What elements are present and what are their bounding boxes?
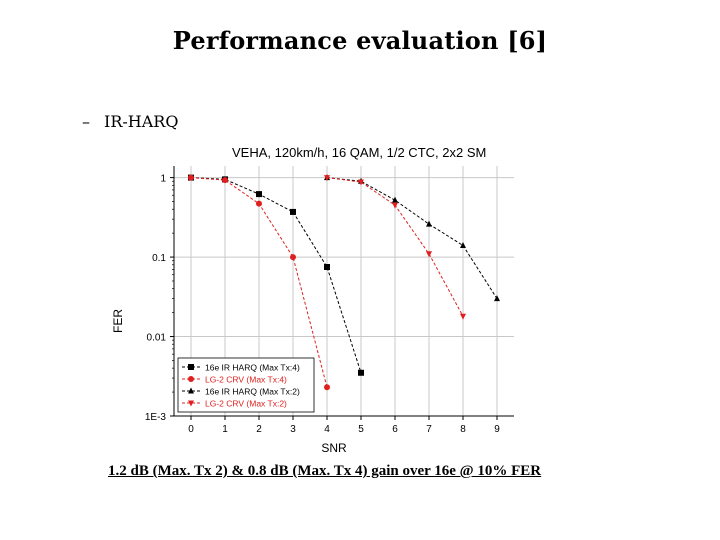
data-point-series-4 — [460, 313, 466, 320]
data-point-series-3 — [426, 220, 432, 227]
series-line-3 — [326, 177, 498, 299]
data-point-series-2 — [222, 177, 228, 184]
y-tick-label: 1 — [160, 174, 166, 185]
bullet-item: – IR-HARQ — [82, 112, 178, 131]
series-line-1 — [190, 177, 362, 373]
x-tick-label: 3 — [290, 424, 296, 435]
y-tick-label: 0.01 — [147, 333, 167, 344]
x-tick-label: 6 — [392, 424, 398, 435]
x-axis-label: SNR — [321, 441, 347, 455]
data-point-series-2 — [188, 174, 194, 181]
legend-marker — [188, 364, 194, 370]
bullet-marker: – — [82, 112, 90, 131]
data-point-series-1 — [290, 208, 296, 215]
chart: VEHA, 120km/h, 16 QAM, 1/2 CTC, 2x2 SM 0… — [100, 140, 520, 465]
data-point-series-2 — [324, 384, 330, 391]
x-tick-label: 9 — [494, 424, 500, 435]
legend-marker — [188, 387, 194, 394]
data-point-series-2 — [290, 254, 296, 261]
legend-label: 16e IR HARQ (Max Tx:4) — [205, 363, 300, 373]
data-point-series-2 — [256, 200, 262, 207]
x-tick-label: 2 — [256, 424, 262, 435]
data-point-series-1 — [256, 191, 262, 198]
chart-title: VEHA, 120km/h, 16 QAM, 1/2 CTC, 2x2 SM — [232, 145, 487, 160]
data-point-series-3 — [460, 241, 466, 248]
y-axis-label: FER — [111, 309, 125, 333]
legend-label: 16e IR HARQ (Max Tx:2) — [205, 387, 300, 397]
legend-marker — [188, 400, 194, 407]
data-point-series-1 — [324, 264, 330, 271]
slide-title: Performance evaluation [6] — [172, 26, 548, 55]
data-point-series-4 — [324, 175, 330, 182]
footer-note: 1.2 dB (Max. Tx 2) & 0.8 dB (Max. Tx 4) … — [108, 463, 542, 479]
legend-marker — [188, 376, 194, 382]
x-tick-label: 8 — [460, 424, 466, 435]
legend-label: LG-2 CRV (Max Tx:2) — [205, 399, 287, 409]
data-point-series-4 — [392, 202, 398, 209]
legend-label: LG-2 CRV (Max Tx:4) — [205, 375, 287, 385]
data-point-series-3 — [494, 295, 500, 302]
x-tick-label: 7 — [426, 424, 432, 435]
data-point-series-1 — [358, 369, 364, 376]
y-tick-label: 1E-3 — [145, 412, 167, 423]
x-tick-label: 1 — [222, 424, 228, 435]
data-point-series-3 — [392, 196, 398, 203]
data-point-series-4 — [426, 251, 432, 258]
x-tick-label: 5 — [358, 424, 364, 435]
x-tick-label: 0 — [188, 424, 194, 435]
chart-plot: 0 1 2 3 4 5 6 7 8 9 1 0.1 0.01 1E-3 SNR FER 16e IR HARQ … — [111, 166, 514, 455]
legend-box — [177, 357, 315, 413]
bullet-text: IR-HARQ — [104, 112, 179, 131]
x-tick-label: 4 — [324, 424, 330, 435]
data-point-series-4 — [358, 179, 364, 186]
y-tick-label: 0.1 — [152, 253, 166, 264]
